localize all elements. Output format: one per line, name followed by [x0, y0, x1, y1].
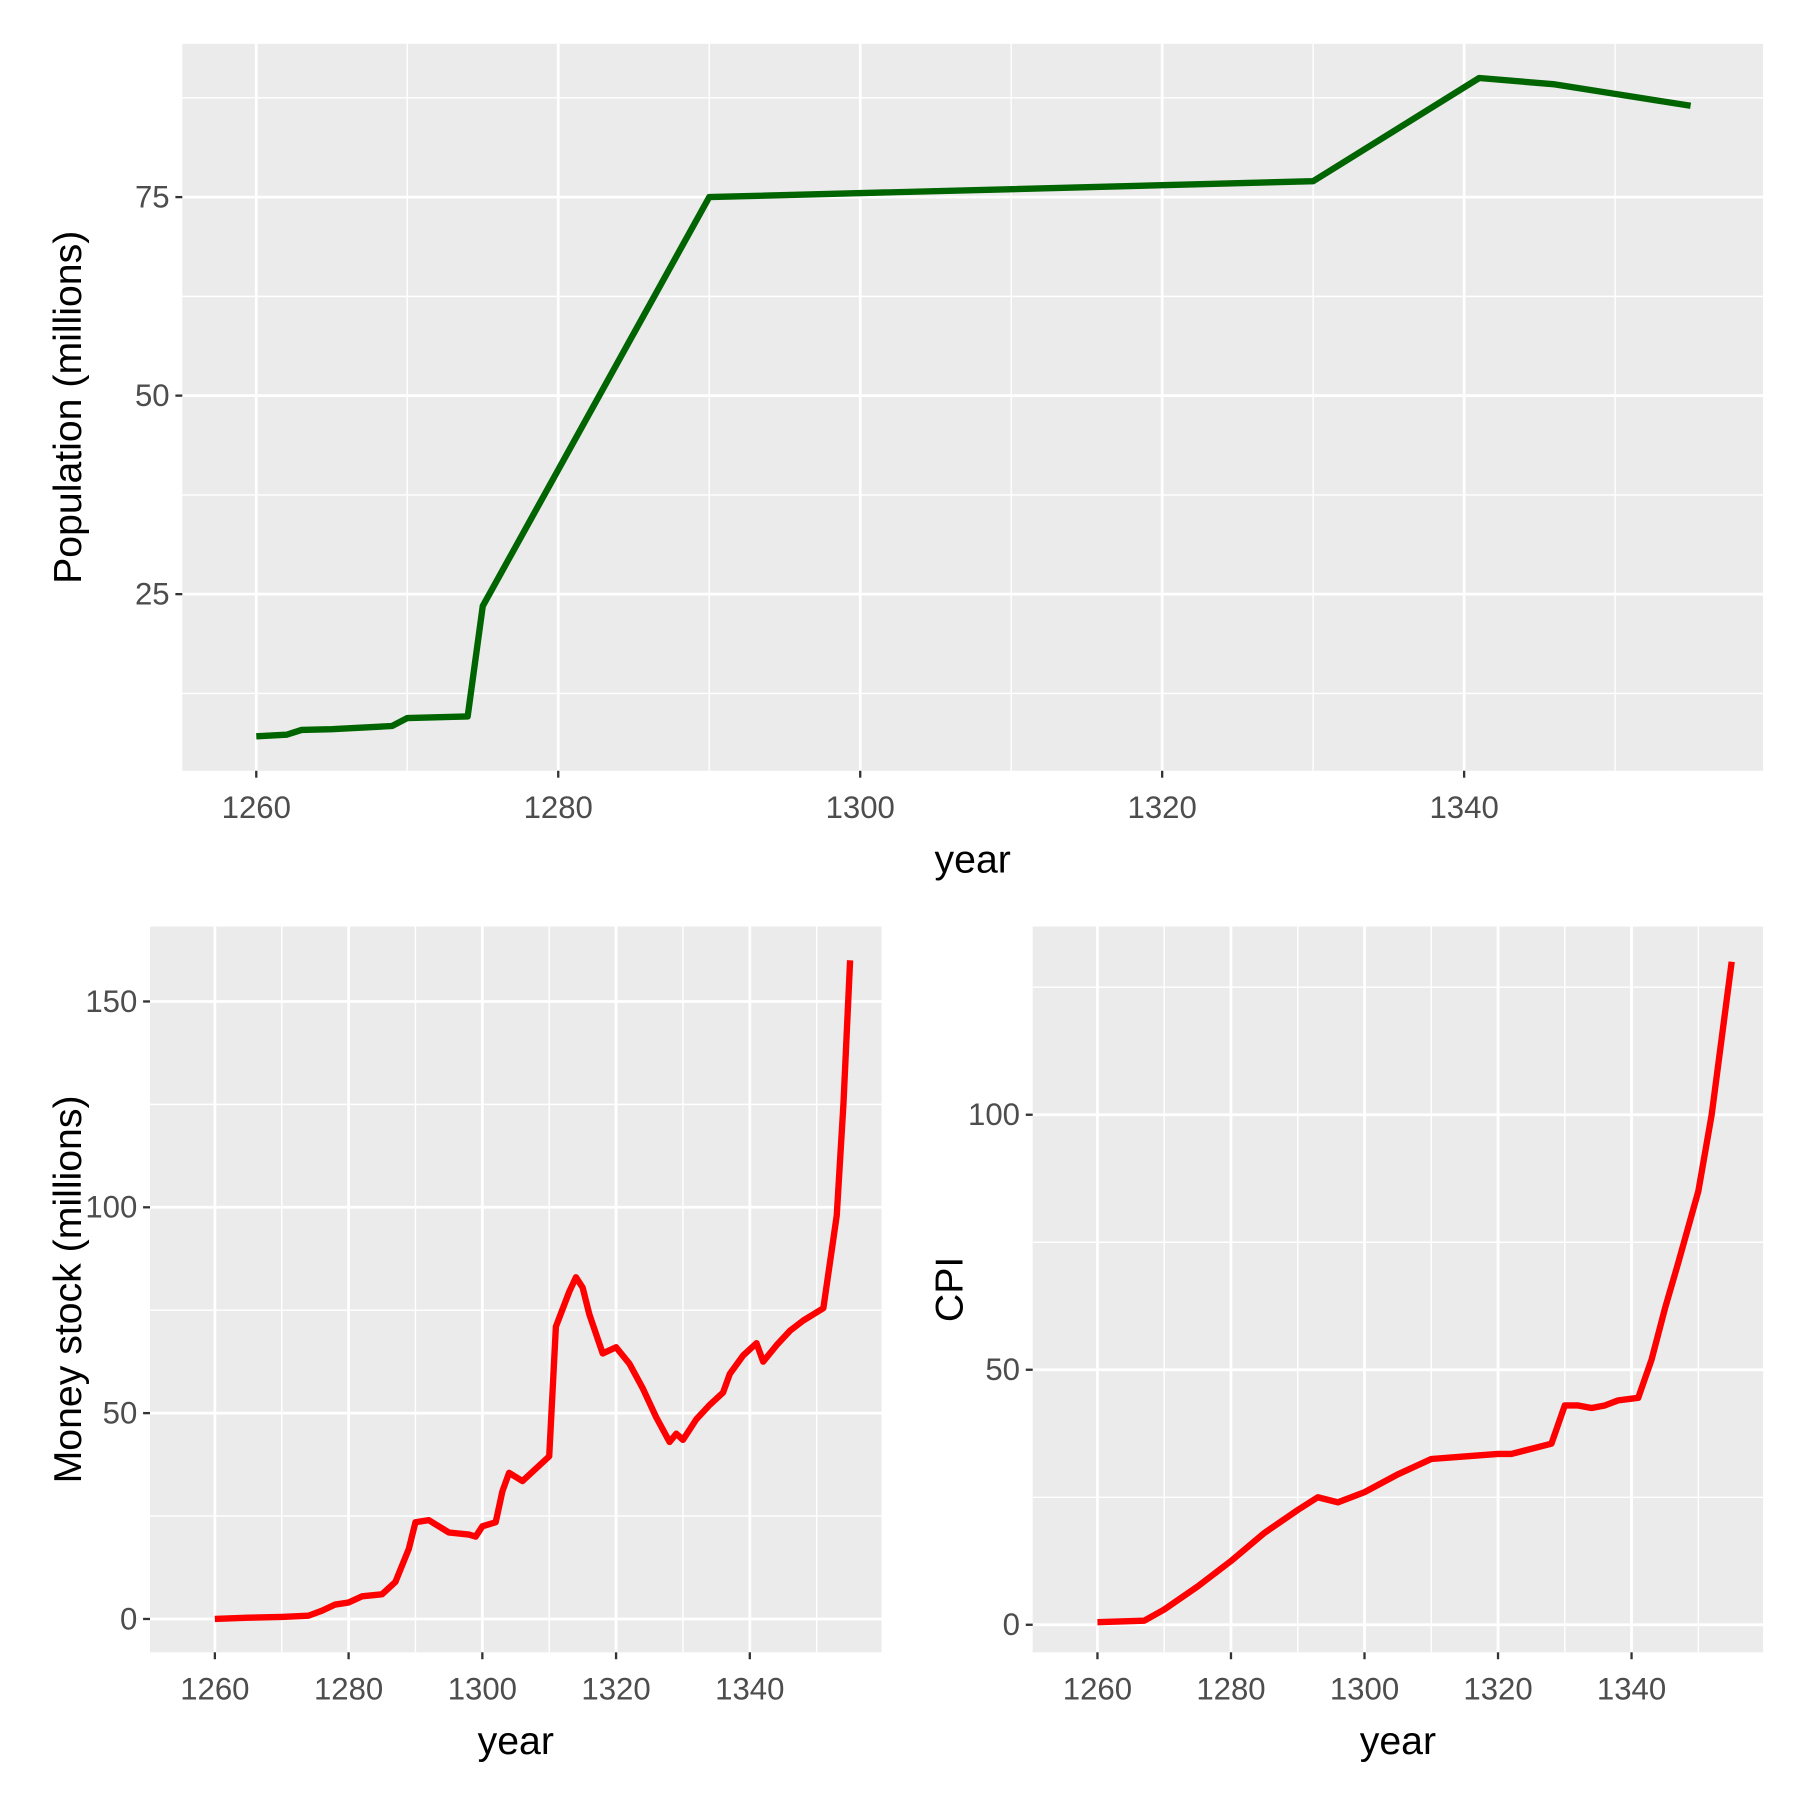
x-tick-label: 1280 [524, 790, 593, 825]
plot-background [1032, 926, 1764, 1653]
panel: 25 50 75 1260 1280 1300 1320 1340 year Population… [46, 43, 1764, 881]
data-line [256, 74, 1692, 740]
x-tick-label: 1300 [448, 1672, 517, 1707]
data-line [1097, 961, 1735, 1626]
y-axis-title: CPI [927, 1257, 971, 1322]
y-axis-title: Population (millions) [46, 231, 90, 584]
x-tick-label: 1280 [314, 1672, 383, 1707]
x-tick-label: 1280 [1196, 1672, 1265, 1707]
y-tick-label: 100 [85, 1190, 137, 1225]
y-tick-label: 50 [135, 378, 170, 413]
x-tick-label: 1260 [222, 790, 291, 825]
y-tick-label: 150 [85, 984, 137, 1019]
y-tick-label: 75 [135, 179, 170, 214]
x-tick-label: 1340 [1429, 790, 1498, 825]
y-tick-label: 100 [968, 1097, 1020, 1132]
x-axis-title: year [478, 1719, 554, 1763]
x-tick-label: 1320 [581, 1672, 650, 1707]
y-tick-label: 0 [1003, 1607, 1020, 1642]
x-axis-title: year [1360, 1719, 1436, 1763]
panel: 0 50 100 150 1260 1280 1300 1320 1340 year Money s… [46, 926, 882, 1763]
plot-background [150, 926, 882, 1653]
data-line [214, 960, 854, 1623]
x-tick-label: 1260 [180, 1672, 249, 1707]
y-tick-label: 0 [120, 1601, 137, 1636]
x-tick-label: 1320 [1128, 790, 1197, 825]
panel: 0 50 100 1260 1280 1300 1320 1340 year CPI [927, 926, 1764, 1763]
x-tick-label: 1300 [1330, 1672, 1399, 1707]
x-tick-label: 1320 [1463, 1672, 1532, 1707]
y-tick-label: 25 [135, 577, 170, 612]
x-tick-label: 1340 [715, 1672, 784, 1707]
plot-background [182, 43, 1764, 771]
y-axis-title: Money stock (millions) [46, 1095, 90, 1483]
x-tick-label: 1340 [1597, 1672, 1666, 1707]
x-tick-label: 1260 [1063, 1672, 1132, 1707]
y-tick-label: 50 [103, 1396, 138, 1431]
x-axis-title: year [935, 837, 1011, 881]
x-tick-label: 1300 [826, 790, 895, 825]
y-tick-label: 50 [985, 1352, 1020, 1387]
